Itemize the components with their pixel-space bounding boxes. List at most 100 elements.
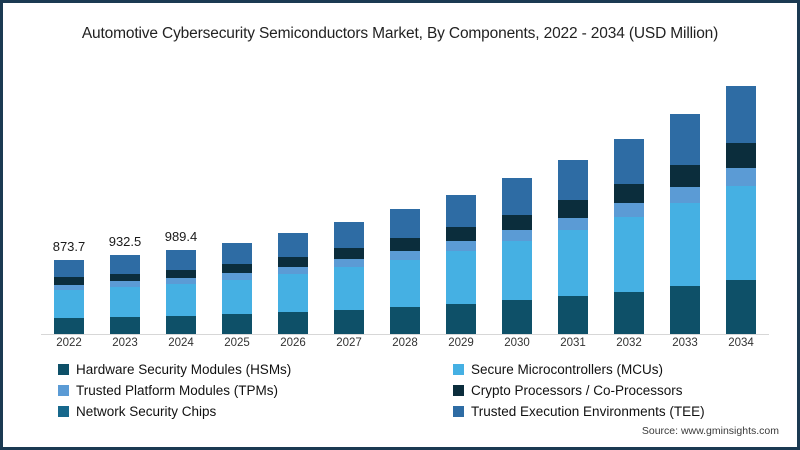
stacked-bar[interactable] xyxy=(334,221,364,334)
bar-segment[interactable] xyxy=(110,281,140,288)
bar-segment[interactable] xyxy=(54,284,84,290)
x-tick-2034: 2034 xyxy=(728,337,754,349)
bar-segment[interactable] xyxy=(334,309,364,334)
bar-segment[interactable] xyxy=(614,217,644,292)
stacked-bar[interactable] xyxy=(558,159,588,334)
bar-segment[interactable] xyxy=(166,284,196,316)
bar-segment[interactable] xyxy=(110,254,140,274)
stacked-bar[interactable] xyxy=(726,85,756,334)
bar-segment[interactable] xyxy=(110,287,140,317)
bar-segment[interactable] xyxy=(334,267,364,310)
legend-item-5[interactable]: Trusted Execution Environments (TEE) xyxy=(453,404,758,419)
bar-column-2022[interactable]: 873.7 xyxy=(41,55,97,334)
bar-segment[interactable] xyxy=(502,230,532,242)
bar-column-2030[interactable] xyxy=(489,55,545,334)
legend-item-4[interactable]: Network Security Chips xyxy=(58,404,453,419)
bar-segment[interactable] xyxy=(110,317,140,334)
bar-segment[interactable] xyxy=(558,230,588,297)
bar-segment[interactable] xyxy=(558,159,588,201)
bar-column-2032[interactable] xyxy=(601,55,657,334)
bar-segment[interactable] xyxy=(670,164,700,187)
stacked-bar[interactable] xyxy=(614,138,644,334)
bar-column-2024[interactable]: 989.4 xyxy=(153,55,209,334)
bar-segment[interactable] xyxy=(446,303,476,334)
legend-item-3[interactable]: Crypto Processors / Co-Processors xyxy=(453,383,758,398)
legend-item-0[interactable]: Hardware Security Modules (HSMs) xyxy=(58,362,453,377)
bar-segment[interactable] xyxy=(502,214,532,231)
legend-item-1[interactable]: Secure Microcontrollers (MCUs) xyxy=(453,362,758,377)
bar-segment[interactable] xyxy=(222,264,252,274)
bar-segment[interactable] xyxy=(614,183,644,204)
stacked-bar[interactable] xyxy=(166,249,196,334)
bar-segment[interactable] xyxy=(390,209,420,239)
stacked-bar[interactable] xyxy=(222,242,252,334)
bar-segment[interactable] xyxy=(446,194,476,228)
bar-column-2034[interactable] xyxy=(713,55,769,334)
bar-segment[interactable] xyxy=(278,274,308,313)
bar-segment[interactable] xyxy=(390,238,420,251)
bar-segment[interactable] xyxy=(726,85,756,144)
bar-segment[interactable] xyxy=(726,143,756,169)
bar-segment[interactable] xyxy=(502,241,532,301)
bar-column-2028[interactable] xyxy=(377,55,433,334)
bar-column-2023[interactable]: 932.5 xyxy=(97,55,153,334)
bar-segment[interactable] xyxy=(278,266,308,275)
bar-segment[interactable] xyxy=(670,286,700,334)
bar-segment[interactable] xyxy=(502,300,532,334)
bar-segment[interactable] xyxy=(670,186,700,203)
bar-segment[interactable] xyxy=(726,168,756,186)
bar-column-2031[interactable] xyxy=(545,55,601,334)
bar-segment[interactable] xyxy=(334,259,364,268)
stacked-bar[interactable] xyxy=(502,178,532,334)
bar-segment[interactable] xyxy=(726,280,756,334)
bar-segment[interactable] xyxy=(726,185,756,281)
bar-segment[interactable] xyxy=(390,250,420,260)
stacked-bar[interactable] xyxy=(110,254,140,334)
bar-column-2025[interactable] xyxy=(209,55,265,334)
bar-segment[interactable] xyxy=(278,256,308,267)
bar-segment[interactable] xyxy=(502,178,532,215)
bar-segment[interactable] xyxy=(54,259,84,278)
stacked-bar[interactable] xyxy=(446,194,476,334)
bar-segment[interactable] xyxy=(390,259,420,308)
bar-segment[interactable] xyxy=(166,315,196,334)
bar-segment[interactable] xyxy=(670,113,700,165)
bar-segment[interactable] xyxy=(54,317,84,334)
bar-segment[interactable] xyxy=(54,289,84,318)
bar-segment[interactable] xyxy=(278,312,308,334)
bar-segment[interactable] xyxy=(614,138,644,184)
bar-segment[interactable] xyxy=(614,203,644,218)
bar-segment[interactable] xyxy=(222,279,252,315)
bar-segment[interactable] xyxy=(446,241,476,252)
bar-segment[interactable] xyxy=(278,232,308,257)
bar-segment[interactable] xyxy=(558,200,588,218)
bar-segment[interactable] xyxy=(446,227,476,242)
stacked-bar[interactable] xyxy=(278,232,308,334)
bar-segment[interactable] xyxy=(334,221,364,249)
bar-segment[interactable] xyxy=(54,277,84,285)
bar-segment[interactable] xyxy=(334,248,364,260)
x-tick-2033: 2033 xyxy=(672,337,698,349)
bar-segment[interactable] xyxy=(558,296,588,334)
bar-column-2029[interactable] xyxy=(433,55,489,334)
bar-column-2033[interactable] xyxy=(657,55,713,334)
bar-segment[interactable] xyxy=(670,202,700,287)
bar-segment[interactable] xyxy=(446,251,476,304)
bar-segment[interactable] xyxy=(390,307,420,334)
legend-item-2[interactable]: Trusted Platform Modules (TPMs) xyxy=(58,383,453,398)
bar-segment[interactable] xyxy=(110,273,140,282)
bar-column-2027[interactable] xyxy=(321,55,377,334)
bar-segment[interactable] xyxy=(166,249,196,270)
bar-segment[interactable] xyxy=(222,273,252,280)
bar-segment[interactable] xyxy=(222,242,252,265)
bar-segment[interactable] xyxy=(222,314,252,334)
stacked-bar[interactable] xyxy=(54,259,84,334)
bar-segment[interactable] xyxy=(614,291,644,334)
bar-column-2026[interactable] xyxy=(265,55,321,334)
bar-segment[interactable] xyxy=(166,269,196,279)
bar-segment[interactable] xyxy=(558,217,588,231)
bar-segment[interactable] xyxy=(166,278,196,285)
stacked-bar[interactable] xyxy=(670,113,700,334)
stacked-bar[interactable] xyxy=(390,209,420,334)
